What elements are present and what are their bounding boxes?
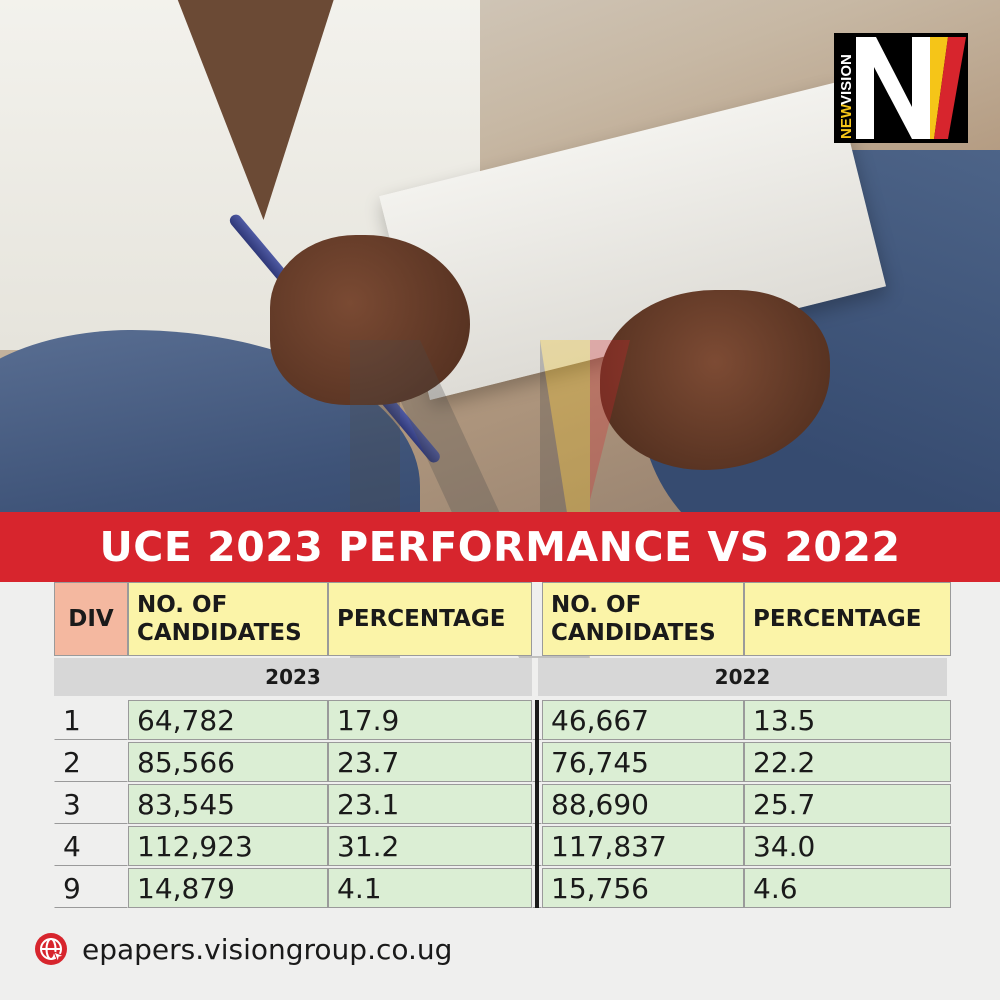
year-label-2022: 2022 — [538, 658, 947, 696]
cell-candidates-2022: 76,745 — [542, 742, 744, 782]
globe-icon — [35, 933, 67, 965]
newvision-logo: NEW VISION — [834, 33, 968, 143]
page-title: UCE 2023 PERFORMANCE VS 2022 — [99, 523, 901, 571]
year-gap — [532, 658, 538, 696]
cell-candidates-2022: 46,667 — [542, 700, 744, 740]
cell-candidates-2023: 85,566 — [128, 742, 328, 782]
table-row: 9 14,879 4.1 15,756 4.6 — [54, 868, 951, 908]
newvision-logo-mark: NEW VISION — [834, 33, 968, 143]
header-gap — [532, 582, 542, 656]
title-banner: UCE 2023 PERFORMANCE VS 2022 — [0, 512, 1000, 582]
logo-new-text: NEW — [838, 103, 855, 139]
cell-percentage-2023: 31.2 — [328, 826, 532, 866]
cell-percentage-2023: 4.1 — [328, 868, 532, 908]
cell-percentage-2022: 4.6 — [744, 868, 951, 908]
table-row: 2 85,566 23.7 76,745 22.2 — [54, 742, 951, 782]
cell-div: 9 — [54, 868, 128, 908]
hand-right-shape — [600, 290, 830, 470]
cell-percentage-2022: 34.0 — [744, 826, 951, 866]
cell-div: 4 — [54, 826, 128, 866]
cell-percentage-2022: 22.2 — [744, 742, 951, 782]
footer-url[interactable]: epapers.visiongroup.co.ug — [82, 932, 453, 966]
table-row: 4 112,923 31.2 117,837 34.0 — [54, 826, 951, 866]
year-label-row: 2023 2022 — [54, 658, 947, 696]
cell-candidates-2022: 117,837 — [542, 826, 744, 866]
table-row: 1 64,782 17.9 46,667 13.5 — [54, 700, 951, 740]
table-header-row: DIV NO. OF CANDIDATES PERCENTAGE NO. OF … — [54, 582, 951, 656]
cell-percentage-2023: 23.7 — [328, 742, 532, 782]
cell-percentage-2022: 13.5 — [744, 700, 951, 740]
header-div: DIV — [54, 582, 128, 656]
logo-vision-text: VISION — [838, 54, 855, 105]
table-row: 3 83,545 23.1 88,690 25.7 — [54, 784, 951, 824]
header-percentage-2022: PERCENTAGE — [744, 582, 951, 656]
header-percentage-2023: PERCENTAGE — [328, 582, 532, 656]
year-label-2023: 2023 — [54, 658, 532, 696]
cell-candidates-2022: 88,690 — [542, 784, 744, 824]
header-candidates-2023: NO. OF CANDIDATES — [128, 582, 328, 656]
cell-percentage-2023: 17.9 — [328, 700, 532, 740]
cell-candidates-2023: 64,782 — [128, 700, 328, 740]
cell-candidates-2023: 83,545 — [128, 784, 328, 824]
cell-percentage-2022: 25.7 — [744, 784, 951, 824]
cell-candidates-2022: 15,756 — [542, 868, 744, 908]
cell-div: 2 — [54, 742, 128, 782]
cell-percentage-2023: 23.1 — [328, 784, 532, 824]
cell-div: 1 — [54, 700, 128, 740]
cell-candidates-2023: 112,923 — [128, 826, 328, 866]
footer: epapers.visiongroup.co.ug — [34, 932, 452, 966]
cell-candidates-2023: 14,879 — [128, 868, 328, 908]
hand-left-shape — [270, 235, 470, 405]
hero-photo — [0, 0, 1000, 520]
cell-div: 3 — [54, 784, 128, 824]
year-separator — [535, 700, 539, 908]
header-candidates-2022: NO. OF CANDIDATES — [542, 582, 744, 656]
